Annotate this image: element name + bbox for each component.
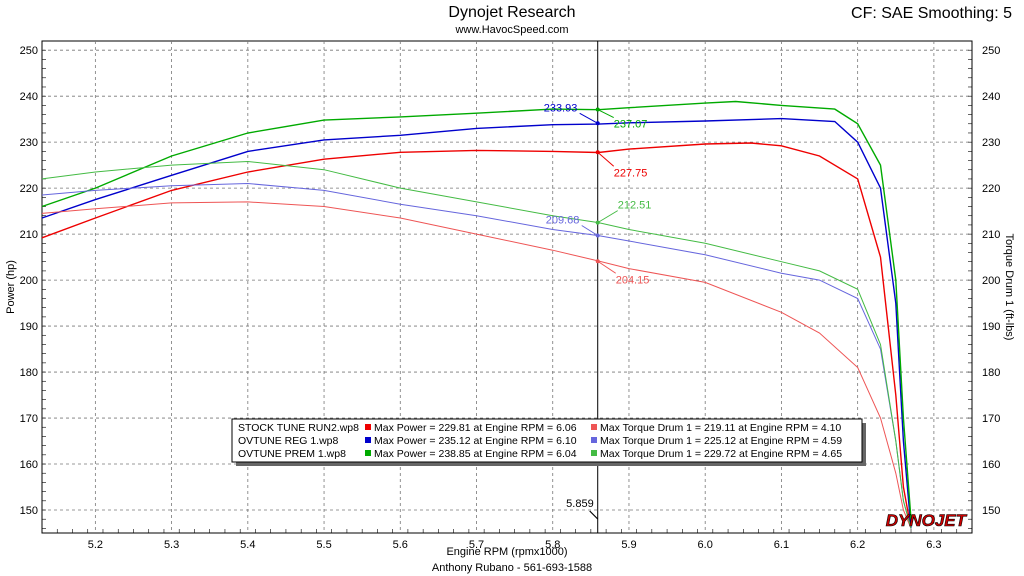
y-tick-label: 190	[20, 321, 38, 333]
legend-torque-swatch	[591, 450, 597, 456]
readout-value: 209.68	[546, 215, 580, 227]
readout-leader	[597, 151, 615, 167]
x-tick-label: 5.5	[316, 539, 331, 551]
readout-marker	[595, 259, 600, 264]
chart-subtitle: www.HavocSpeed.com	[455, 24, 569, 36]
legend-run-name: OVTUNE REG 1.wp8	[238, 435, 339, 447]
y-tick-label: 200	[20, 275, 38, 287]
series-line-torque	[41, 182, 912, 529]
y-tick-label: 180	[20, 367, 38, 379]
readout-marker	[595, 233, 600, 238]
x-tick-label: 5.9	[621, 539, 636, 551]
legend-power-swatch	[365, 450, 371, 456]
y2-axis-label: Torque Drum 1 (ft-lbs)	[1003, 234, 1015, 341]
y-tick-label: 240	[20, 91, 38, 103]
y2-tick-label: 250	[982, 45, 1000, 57]
y-tick-label: 220	[20, 183, 38, 195]
x-tick-label: 5.4	[240, 539, 255, 551]
series-line-power	[41, 100, 912, 520]
y-tick-label: 230	[20, 137, 38, 149]
cursor-value-label: 5.859	[566, 498, 594, 510]
cursor-arrow	[589, 510, 599, 520]
readout-leader	[579, 112, 598, 124]
legend-torque-swatch	[591, 424, 597, 430]
x-tick-label: 6.2	[850, 539, 865, 551]
y2-tick-label: 160	[982, 459, 1000, 471]
x-tick-label: 6.3	[926, 539, 941, 551]
legend-power-text: Max Power = 235.12 at Engine RPM = 6.10	[374, 435, 577, 447]
y-tick-label: 210	[20, 229, 38, 241]
readout-marker	[595, 121, 600, 126]
readout-value: 212.51	[618, 200, 652, 212]
x-tick-label: 6.0	[698, 539, 713, 551]
readout-leader	[597, 109, 614, 118]
legend-torque-text: Max Torque Drum 1 = 225.12 at Engine RPM…	[600, 435, 842, 447]
y2-tick-label: 200	[982, 275, 1000, 287]
legend-box	[231, 418, 863, 463]
y2-tick-label: 210	[982, 229, 1000, 241]
legend-run-name: STOCK TUNE RUN2.wp8	[238, 422, 359, 434]
x-tick-label: 5.6	[393, 539, 408, 551]
correction-smoothing-label: CF: SAE Smoothing: 5	[851, 5, 1012, 22]
y-tick-label: 160	[20, 459, 38, 471]
x-axis-label: Engine RPM (rpmx1000)	[446, 546, 567, 558]
legend-power-swatch	[365, 437, 371, 443]
series-line-torque	[41, 160, 912, 529]
readout-value: 204.15	[616, 274, 650, 286]
dynojet-logo: DYNOJET	[886, 511, 968, 530]
series-line-torque	[41, 201, 912, 529]
readout-leader	[597, 210, 618, 224]
legend-run-name: OVTUNE PREM 1.wp8	[238, 448, 346, 460]
legend-power-swatch	[365, 424, 371, 430]
x-tick-label: 5.2	[88, 539, 103, 551]
readout-value: 227.75	[614, 167, 648, 179]
readout-marker	[595, 107, 600, 112]
operator-footer: Anthony Rubano - 561-693-1588	[431, 562, 593, 574]
y2-tick-label: 190	[982, 321, 1000, 333]
y-tick-label: 250	[20, 45, 38, 57]
legend-torque-text: Max Torque Drum 1 = 229.72 at Engine RPM…	[600, 448, 842, 460]
y2-tick-label: 240	[982, 91, 1000, 103]
series-line-power	[41, 142, 912, 529]
series-line-power	[41, 117, 912, 529]
legend-torque-swatch	[591, 437, 597, 443]
x-tick-label: 5.8	[545, 539, 560, 551]
readout-marker	[595, 150, 600, 155]
y2-tick-label: 220	[982, 183, 1000, 195]
y2-tick-label: 170	[982, 413, 1000, 425]
y2-tick-label: 180	[982, 367, 1000, 379]
x-tick-label: 6.1	[774, 539, 789, 551]
readout-leader	[597, 260, 616, 274]
y2-tick-label: 150	[982, 505, 1000, 517]
y-tick-label: 170	[20, 413, 38, 425]
legend-power-text: Max Power = 238.85 at Engine RPM = 6.04	[374, 448, 577, 460]
readout-value: 237.07	[614, 119, 648, 131]
x-tick-label: 5.7	[469, 539, 484, 551]
y-axis-label: Power (hp)	[5, 260, 17, 314]
readout-marker	[595, 220, 600, 225]
chart-title: Dynojet Research	[448, 4, 576, 21]
legend-torque-text: Max Torque Drum 1 = 219.11 at Engine RPM…	[600, 422, 841, 434]
y2-tick-label: 230	[982, 137, 1000, 149]
x-tick-label: 5.3	[164, 539, 179, 551]
readout-value: 233.93	[544, 102, 578, 114]
readout-leader	[581, 225, 598, 236]
legend-power-text: Max Power = 229.81 at Engine RPM = 6.06	[374, 422, 577, 434]
y-tick-label: 150	[20, 505, 38, 517]
